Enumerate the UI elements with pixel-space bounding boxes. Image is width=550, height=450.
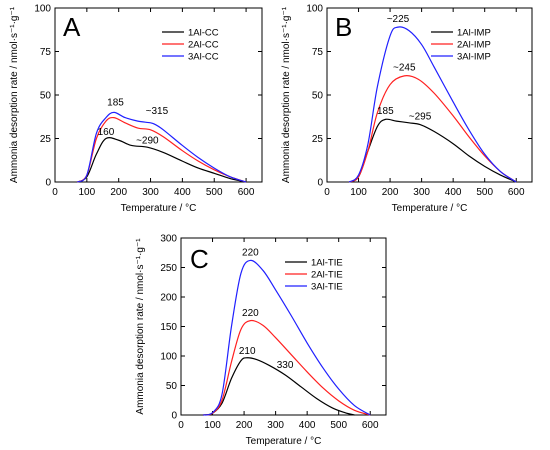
panel-letter: C — [190, 244, 209, 274]
y-tick-label: 0 — [171, 411, 177, 422]
y-tick-label: 150 — [160, 322, 177, 333]
peak-annotation: ~315 — [146, 106, 169, 117]
x-tick-label: 300 — [267, 420, 284, 431]
panel-letter: B — [335, 12, 352, 42]
x-tick-label: 300 — [142, 187, 159, 198]
series-line-1al-imp — [348, 118, 517, 183]
x-tick-label: 500 — [206, 187, 223, 198]
x-tick-label: 100 — [79, 187, 96, 198]
y-tick-label: 100 — [34, 4, 51, 15]
x-axis-title: Temperature / °C — [121, 203, 197, 214]
legend-label: 2Al-IMP — [457, 40, 491, 51]
y-tick-label: 50 — [312, 91, 324, 102]
series-line-3al-imp — [348, 26, 517, 183]
plot-frame — [54, 7, 263, 183]
y-axis-title: Ammonia desorption rate / nmol·s⁻¹·g⁻¹ — [135, 238, 146, 415]
plot-frame — [180, 237, 387, 416]
series-line-1al-cc — [77, 137, 247, 183]
legend-label: 1Al-CC — [188, 28, 219, 39]
x-tick-label: 600 — [508, 187, 525, 198]
y-tick-label: 50 — [166, 381, 178, 392]
x-tick-label: 400 — [445, 187, 462, 198]
legend-label: 2Al-TIE — [311, 270, 343, 281]
peak-annotation: ~290 — [136, 136, 159, 147]
x-tick-label: 0 — [178, 420, 184, 431]
y-tick-label: 0 — [317, 178, 323, 189]
peak-annotation: 330 — [277, 360, 294, 371]
series-line-1al-tie — [202, 357, 355, 416]
legend-label: 1Al-TIE — [311, 258, 343, 269]
x-tick-label: 200 — [236, 420, 253, 431]
peak-annotation: 185 — [377, 106, 394, 117]
y-tick-label: 25 — [312, 134, 324, 145]
x-tick-label: 0 — [52, 187, 58, 198]
x-tick-label: 500 — [476, 187, 493, 198]
series-line-2al-tie — [202, 319, 371, 416]
x-tick-label: 600 — [362, 420, 379, 431]
x-tick-label: 0 — [324, 187, 330, 198]
peak-annotation: ~245 — [393, 63, 416, 74]
series-line-3al-tie — [202, 259, 371, 416]
peak-annotation: ~295 — [409, 111, 432, 122]
y-axis-title: Ammonia desorption rate / nmol·s⁻¹·g⁻¹ — [281, 6, 292, 183]
plot-frame — [326, 7, 533, 183]
x-tick-label: 600 — [238, 187, 255, 198]
legend-label: 3Al-CC — [188, 52, 219, 63]
panel-b: 0 100 200 300 400 500 600 0 25 50 75 100 Temperature… — [281, 4, 533, 214]
legend-label: 1Al-IMP — [457, 28, 491, 39]
y-axis-title: Ammonia desorption rate / nmol·s⁻¹·g⁻¹ — [9, 6, 20, 183]
x-tick-label: 200 — [110, 187, 127, 198]
legend-label: 3Al-TIE — [311, 282, 343, 293]
x-axis-title: Temperature / °C — [246, 436, 322, 447]
y-tick-label: 75 — [312, 47, 324, 58]
peak-annotation: ~225 — [387, 14, 410, 25]
peak-annotation: 220 — [242, 308, 259, 319]
series-line-3al-cc — [76, 111, 247, 183]
y-tick-label: 300 — [160, 234, 177, 245]
y-tick-label: 250 — [160, 263, 177, 274]
x-tick-label: 400 — [299, 420, 316, 431]
legend-label: 2Al-CC — [188, 40, 219, 51]
x-tick-label: 400 — [174, 187, 191, 198]
panel-letter: A — [63, 12, 81, 42]
y-tick-label: 75 — [40, 47, 52, 58]
y-tick-label: 100 — [306, 4, 323, 15]
y-tick-label: 25 — [40, 134, 52, 145]
x-tick-label: 300 — [413, 187, 430, 198]
x-axis-title: Temperature / °C — [392, 203, 468, 214]
x-tick-label: 500 — [330, 420, 347, 431]
y-tick-label: 200 — [160, 293, 177, 304]
x-tick-label: 200 — [382, 187, 399, 198]
peak-annotation: 185 — [107, 97, 124, 108]
y-tick-label: 50 — [40, 91, 52, 102]
legend-label: 3Al-IMP — [457, 52, 491, 63]
panel-c: 0 100 200 300 400 500 600 0 50 100 150 200 250 300 Tem… — [135, 234, 387, 447]
x-tick-label: 100 — [350, 187, 367, 198]
peak-annotation: 210 — [239, 346, 256, 357]
x-tick-label: 100 — [204, 420, 221, 431]
y-tick-label: 0 — [45, 178, 51, 189]
peak-annotation: 220 — [242, 248, 259, 259]
series-line-2al-cc — [76, 116, 247, 183]
panel-a: 0 100 200 300 400 500 600 0 25 50 75 100 Temperature… — [9, 4, 263, 214]
peak-annotation: 160 — [98, 127, 115, 138]
y-tick-label: 100 — [160, 352, 177, 363]
series-line-2al-imp — [348, 75, 517, 183]
